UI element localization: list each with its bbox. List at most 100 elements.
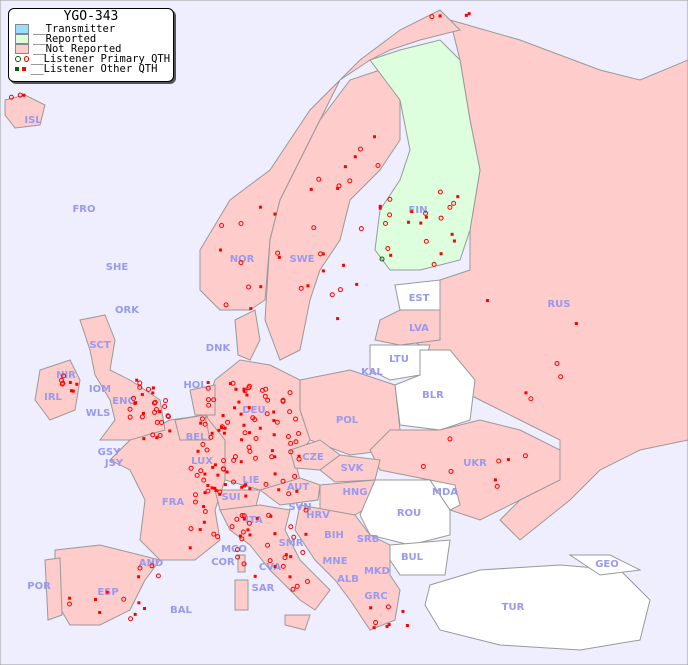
country-label-smr: SMR <box>279 538 304 549</box>
listener-primary-marker <box>61 373 67 379</box>
listener-primary-marker <box>211 531 217 537</box>
country-label-nir: NIR <box>56 370 76 381</box>
country-sicily <box>284 614 311 631</box>
listener-other-marker <box>151 391 155 395</box>
listener-other-marker <box>273 532 277 536</box>
listener-primary-marker <box>287 409 293 415</box>
country-label-mco: MCO <box>221 544 247 555</box>
listener-other-marker <box>218 492 222 496</box>
listener-other-marker <box>336 317 340 321</box>
listener-other-marker <box>233 406 237 410</box>
legend-item-other-qth: __Listener Other QTH <box>9 64 173 74</box>
listener-primary-marker <box>275 250 281 256</box>
listener-primary-marker <box>201 477 207 483</box>
country-fra <box>109 414 226 561</box>
listener-other-marker <box>452 239 456 243</box>
listener-other-marker <box>295 489 299 493</box>
listener-other-marker <box>196 449 200 453</box>
country-label-swe: SWE <box>289 254 314 265</box>
listener-primary-marker <box>423 238 429 244</box>
listener-other-marker <box>141 411 145 415</box>
listener-other-marker <box>321 252 325 256</box>
country-label-lux: LUX <box>191 456 213 467</box>
listener-other-marker <box>255 516 259 520</box>
listener-other-marker <box>343 165 347 169</box>
country-label-cze: CZE <box>302 452 324 463</box>
listener-primary-marker <box>247 448 253 454</box>
listener-primary-marker <box>238 221 244 227</box>
listener-other-marker <box>206 483 210 487</box>
listener-other-marker <box>199 421 203 425</box>
listener-other-marker <box>438 14 442 18</box>
country-label-hng: HNG <box>343 487 368 498</box>
listener-primary-marker <box>152 399 158 405</box>
listener-primary-marker <box>153 406 159 412</box>
listener-primary-marker <box>429 14 435 20</box>
listener-primary-marker <box>437 189 443 195</box>
listener-other-marker <box>341 263 345 267</box>
listener-primary-marker <box>137 565 143 571</box>
listener-primary-marker <box>494 483 500 489</box>
listener-other-marker <box>143 606 147 610</box>
listener-primary-marker <box>311 225 317 231</box>
listener-primary-marker <box>188 526 194 532</box>
legend-label: __Listener Other QTH <box>31 63 158 75</box>
listener-primary-marker <box>223 302 229 308</box>
listener-primary-marker <box>420 464 426 470</box>
listener-primary-marker <box>358 226 364 232</box>
country-label-sar: SAR <box>252 583 275 594</box>
listener-primary-marker <box>162 403 168 409</box>
listener-other-marker <box>198 528 202 532</box>
listener-primary-marker <box>241 513 247 519</box>
listener-primary-marker <box>288 449 294 455</box>
country-label-est: EST <box>409 293 430 304</box>
listener-primary-marker <box>202 421 208 427</box>
country-gbr <box>79 314 166 441</box>
listener-other-marker <box>387 623 391 627</box>
country-swe <box>264 69 401 361</box>
listener-primary-marker <box>239 512 245 518</box>
listener-primary-marker <box>157 432 163 438</box>
listener-primary-marker <box>232 454 238 460</box>
country-label-cor: COR <box>211 557 235 568</box>
listener-primary-marker <box>220 466 226 472</box>
listener-primary-marker <box>288 524 294 530</box>
listener-other-marker <box>247 406 251 410</box>
listener-other-marker <box>493 478 497 482</box>
listener-other-marker <box>93 597 97 601</box>
country-label-wls: WLS <box>86 408 111 419</box>
listener-primary-marker <box>127 406 133 412</box>
country-label-srb: SRB <box>357 534 380 545</box>
listener-other-marker <box>217 428 221 432</box>
listener-other-marker <box>277 488 281 492</box>
listener-primary-marker <box>337 287 343 293</box>
listener-primary-marker <box>291 534 297 540</box>
listener-other-marker <box>168 429 172 433</box>
listener-primary-marker <box>206 397 212 403</box>
listener-other-marker <box>222 431 226 435</box>
listener-other-marker <box>270 449 274 453</box>
listener-primary-marker <box>221 458 227 464</box>
country-label-hrv: HRV <box>306 510 330 521</box>
listener-primary-marker <box>242 430 248 436</box>
listener-primary-marker <box>293 439 299 445</box>
listener-other-marker <box>202 520 206 524</box>
country-label-sct: SCT <box>89 340 111 351</box>
legend-item-reported: __Reported <box>9 34 173 44</box>
listener-other-marker <box>355 282 359 286</box>
listener-primary-marker <box>253 435 259 441</box>
listener-other-marker <box>378 204 382 208</box>
listener-primary-marker <box>163 398 169 404</box>
listener-other-marker <box>450 232 454 236</box>
listener-other-marker <box>228 382 232 386</box>
country-fin <box>369 39 481 271</box>
legend-item-not-reported: __Not Reported <box>9 44 173 54</box>
listener-primary-marker <box>192 492 198 498</box>
listener-other-marker <box>248 533 252 537</box>
listener-primary-marker <box>199 416 205 422</box>
listener-primary-marker <box>155 573 161 579</box>
listener-primary-marker <box>219 424 225 430</box>
listener-primary-marker <box>154 419 160 425</box>
listener-primary-marker <box>208 434 214 440</box>
